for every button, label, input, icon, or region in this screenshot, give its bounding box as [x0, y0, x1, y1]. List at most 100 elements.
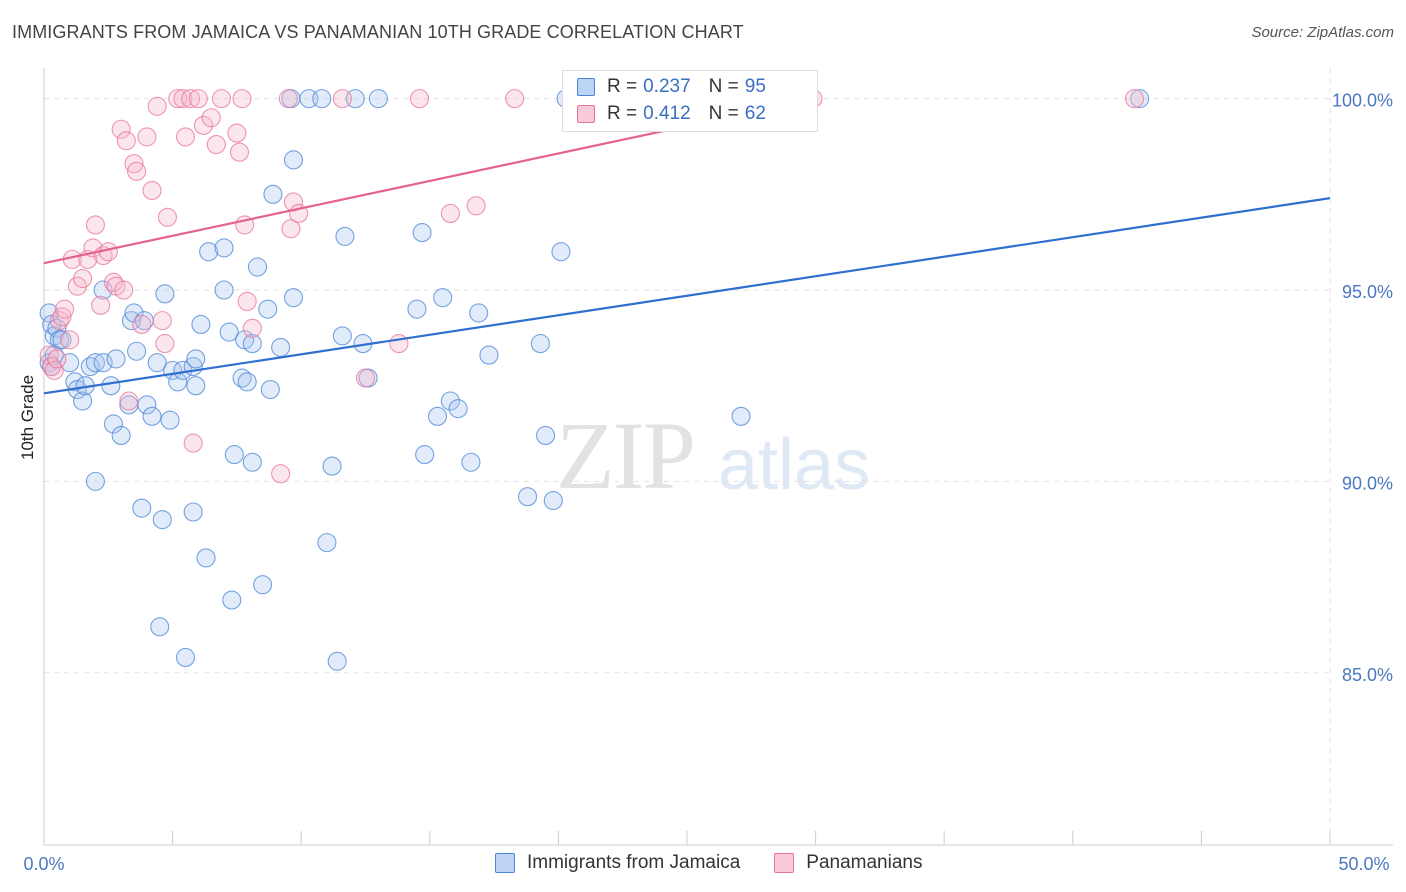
jamaica-point — [731, 406, 751, 426]
panamanian-point — [211, 89, 232, 109]
series-legend: Immigrants from Jamaica Panamanians — [495, 852, 956, 874]
panamanian-point — [111, 119, 131, 139]
blue-swatch — [495, 853, 515, 873]
jamaica-point — [271, 337, 291, 357]
jamaica-point — [85, 471, 105, 491]
panamanian-point — [52, 307, 72, 327]
panamanian-point — [281, 219, 301, 239]
jamaica-point — [247, 257, 268, 277]
jamaica-point — [224, 445, 244, 465]
jamaica-point — [155, 284, 175, 304]
jamaica-point — [186, 376, 206, 396]
watermark-zip: ZIP — [556, 402, 696, 509]
panamanian-point — [409, 89, 430, 109]
panamanian-point — [119, 391, 139, 411]
jamaica-point — [106, 349, 126, 369]
n-value: 62 — [744, 103, 766, 124]
jamaica-point — [322, 456, 342, 476]
n-label: N = — [708, 76, 739, 97]
jamaica-point — [535, 425, 556, 445]
jamaica-point — [258, 299, 278, 319]
legend-item-panamanians: Panamanians — [774, 852, 922, 874]
jamaica-point — [407, 299, 427, 319]
panamanian-point — [73, 268, 93, 289]
jamaica-point — [199, 242, 219, 262]
jamaica-point — [150, 617, 170, 637]
jamaica-point — [160, 410, 180, 430]
source-label: Source: ZipAtlas.com — [1251, 24, 1394, 41]
jamaica-point — [479, 345, 499, 365]
panamanian-point — [147, 96, 167, 116]
panamanian-point — [183, 433, 203, 453]
jamaica-point — [263, 184, 283, 204]
panamanian-point — [201, 108, 221, 128]
jamaica-point — [214, 238, 234, 258]
jamaica-point — [530, 334, 550, 354]
jamaica-point — [317, 533, 337, 553]
panamanian-point — [229, 142, 250, 162]
jamaica-point — [147, 353, 167, 373]
jamaica-point — [283, 288, 304, 308]
chart-title: IMMIGRANTS FROM JAMAICA VS PANAMANIAN 10… — [12, 22, 744, 42]
panamanian-point — [227, 123, 247, 143]
jamaica-point — [412, 223, 432, 243]
panamanian-point — [60, 330, 80, 350]
jamaica-point — [65, 372, 85, 392]
jamaica-point — [196, 548, 216, 568]
jamaica-point — [219, 322, 239, 342]
panamanian-point — [232, 89, 252, 109]
y-tick-label: 100.0% — [1332, 91, 1393, 111]
jamaica-point — [101, 376, 121, 396]
jamaica-point — [80, 357, 100, 377]
panamanian-point — [44, 360, 64, 380]
panamanian-point — [152, 311, 172, 331]
panamanian-point — [1124, 89, 1145, 109]
x-tick-label: 0.0% — [23, 854, 64, 874]
jamaica-point — [440, 391, 460, 411]
panamanian-point — [242, 318, 262, 338]
jamaica-point — [332, 326, 352, 346]
jamaica-point — [111, 425, 131, 445]
panamanian-point — [47, 349, 67, 369]
y-tick-label: 90.0% — [1342, 473, 1393, 493]
jamaica-point — [39, 303, 59, 323]
panamanian-point — [155, 334, 175, 354]
jamaica-point — [368, 89, 388, 109]
blue-swatch — [577, 78, 595, 96]
jamaica-point — [312, 89, 332, 109]
jamaica-point — [222, 590, 242, 610]
pink-swatch — [774, 853, 795, 873]
jamaica-point — [283, 150, 304, 170]
watermark-atlas: atlas — [718, 425, 871, 505]
panamanian-point — [355, 368, 376, 388]
jamaica-point — [260, 379, 280, 400]
jamaica-point — [132, 498, 152, 518]
jamaica-point — [551, 242, 571, 262]
pink-swatch — [577, 105, 595, 123]
panamanian-point — [127, 161, 147, 181]
panamanian-point — [142, 180, 162, 201]
jamaica-point — [237, 372, 257, 392]
panamanian-point — [206, 135, 226, 155]
r-value: 0.237 — [643, 76, 691, 97]
r-value: 0.412 — [643, 103, 691, 124]
jamaica-point — [242, 452, 262, 472]
panamanian-point — [181, 89, 201, 109]
jamaica-point — [124, 303, 144, 323]
panamanian-point — [116, 131, 136, 151]
jamaica-point — [191, 314, 211, 334]
panamanian-point — [175, 127, 196, 147]
x-tick-label: 50.0% — [1338, 854, 1389, 874]
panamanian-point — [137, 127, 157, 147]
panamanian-point — [91, 295, 111, 315]
jamaica-point — [93, 280, 113, 300]
jamaica-point — [327, 651, 347, 671]
legend-label: Panamanians — [806, 852, 923, 873]
y-tick-label: 95.0% — [1342, 282, 1393, 302]
panamanian-point — [173, 89, 193, 109]
jamaica-trend-line — [43, 197, 1331, 395]
panamanian-point — [85, 215, 105, 235]
n-label: N = — [708, 103, 739, 124]
panamanian-point — [157, 207, 178, 227]
